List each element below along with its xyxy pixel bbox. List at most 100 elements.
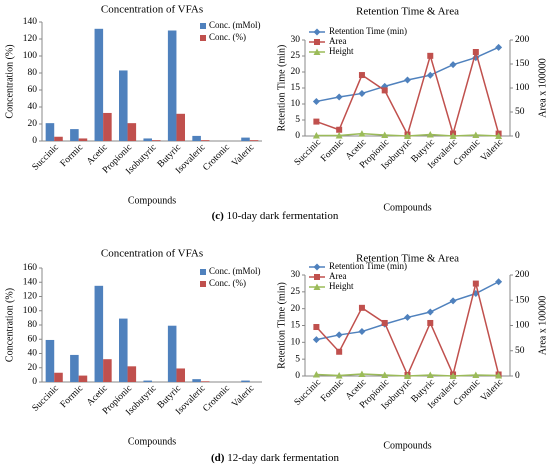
chart-title: Concentration of VFAs: [101, 248, 203, 260]
y-tick-label: 160: [23, 263, 38, 273]
marker: [495, 132, 503, 139]
x-axis-label: Compounds: [383, 202, 431, 213]
bar: [200, 140, 210, 141]
y-tick-label: 5: [295, 115, 300, 125]
bar: [103, 112, 112, 141]
caption-label: (c): [212, 210, 225, 222]
bar: [176, 368, 185, 382]
y2-tick-label: 0: [515, 371, 520, 381]
chart-title: Retention Time & Area: [356, 253, 459, 265]
marker: [381, 87, 388, 94]
y-tick-label: 30: [291, 270, 301, 280]
y-tick-label: 80: [28, 68, 38, 78]
bar: [127, 366, 137, 382]
caption: (c) 10-day dark fermentation: [212, 210, 339, 222]
y2-tick-label: 100: [515, 321, 530, 331]
legend-swatch: [200, 23, 206, 29]
marker: [449, 132, 457, 139]
marker: [312, 336, 320, 344]
x-tick-label: Succinic: [293, 138, 323, 168]
bar: [45, 339, 55, 382]
y-tick-label: 20: [28, 363, 38, 373]
y-tick-label: 30: [291, 35, 301, 45]
marker: [381, 371, 389, 378]
x-tick-label: Succinic: [31, 384, 61, 414]
bar: [143, 138, 152, 141]
marker: [427, 319, 434, 326]
bar: [70, 354, 79, 382]
line: [316, 49, 500, 137]
y-tick-label: 25: [291, 287, 301, 297]
bar: [167, 325, 177, 382]
bar: [200, 381, 210, 382]
bar: [241, 137, 250, 141]
legend-label: Area: [329, 271, 347, 281]
marker: [495, 43, 503, 51]
marker: [313, 263, 321, 271]
y-tick-label: 0: [295, 371, 300, 381]
bar: [54, 372, 63, 382]
marker: [313, 28, 321, 36]
y-tick-label: 0: [32, 136, 37, 146]
bar: [94, 28, 104, 141]
marker: [358, 89, 366, 97]
marker: [404, 76, 411, 84]
marker: [495, 371, 503, 379]
y-tick-label: 20: [28, 119, 38, 129]
y-tick-label: 15: [291, 321, 301, 331]
x-tick-label: Valeric: [230, 384, 256, 410]
y-tick-label: 20: [291, 67, 301, 77]
y2-axis-label: Area x 100000: [537, 296, 548, 355]
bar: [241, 380, 250, 382]
bar: [143, 380, 152, 382]
marker: [335, 132, 343, 139]
x-tick-label: Valeric: [479, 138, 505, 164]
x-tick-label: Crotonic: [201, 384, 232, 415]
chart-title: Concentration of VFAs: [101, 4, 203, 16]
y2-tick-label: 150: [515, 295, 530, 305]
legend-label: Conc. (%): [209, 278, 246, 288]
y-tick-label: 25: [291, 51, 301, 61]
y-tick-label: 40: [28, 349, 38, 359]
y2-tick-label: 50: [515, 107, 525, 117]
marker: [449, 372, 457, 379]
y2-axis-label: Area x 100000: [537, 58, 548, 117]
caption-text: 10-day dark fermentation: [227, 210, 339, 222]
x-axis-label: Compounds: [128, 195, 176, 206]
y-tick-label: 0: [32, 377, 37, 387]
marker: [495, 278, 503, 286]
bar: [249, 140, 259, 141]
marker: [427, 52, 434, 59]
marker: [358, 370, 366, 377]
legend-label: Conc. (%): [209, 32, 246, 42]
y-tick-label: 5: [295, 354, 300, 364]
marker: [426, 131, 434, 138]
marker: [312, 132, 320, 139]
x-tick-label: Succinic: [293, 378, 323, 408]
bar: [167, 30, 177, 141]
marker: [472, 131, 480, 139]
bar: [119, 70, 128, 141]
x-tick-label: Valeric: [479, 378, 505, 404]
x-tick-label: Formic: [319, 378, 345, 404]
y-tick-label: 140: [23, 277, 38, 287]
marker: [358, 328, 366, 336]
marker: [314, 39, 320, 45]
line: [315, 283, 500, 377]
x-axis-label: Compounds: [128, 436, 176, 447]
y-axis-label: Retention Time (min): [276, 45, 287, 132]
y2-tick-label: 0: [515, 131, 520, 141]
marker: [381, 319, 388, 326]
y-tick-label: 15: [291, 83, 301, 93]
bar: [54, 136, 63, 141]
x-tick-label: Crotonic: [201, 143, 232, 174]
bar: [78, 138, 88, 141]
marker: [336, 348, 343, 355]
marker: [335, 371, 343, 379]
chart-title: Retention Time & Area: [356, 6, 459, 18]
y-tick-label: 60: [28, 85, 38, 95]
x-tick-label: Formic: [59, 143, 85, 169]
y-tick-label: 10: [291, 99, 301, 109]
marker: [312, 370, 320, 378]
y-tick-label: 60: [28, 334, 38, 344]
